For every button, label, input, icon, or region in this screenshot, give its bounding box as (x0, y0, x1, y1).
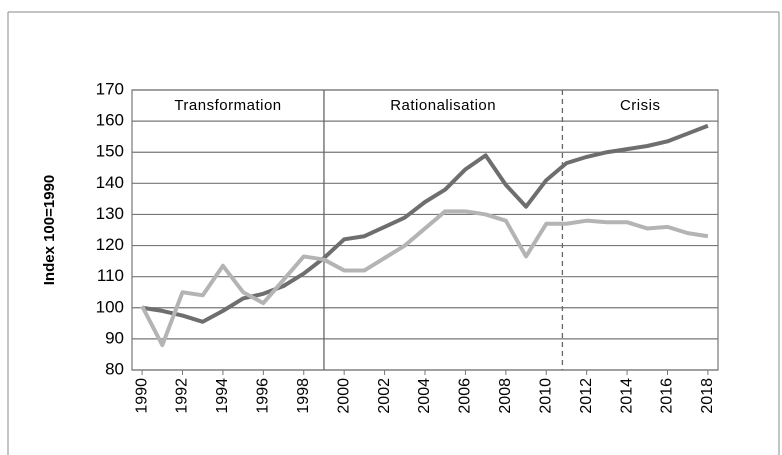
x-tick-label: 2018 (699, 378, 716, 414)
x-tick-label: 2006 (457, 378, 474, 414)
x-tick-label: 2000 (335, 378, 352, 414)
y-tick-label: 100 (96, 297, 124, 316)
x-tick-label: 2012 (578, 378, 595, 414)
y-tick-label: 80 (105, 359, 124, 378)
x-tick-label: 2002 (376, 378, 393, 414)
y-axis-label: Index 100=1990 (41, 175, 58, 286)
y-tick-label: 90 (105, 328, 124, 347)
y-tick-label: 130 (96, 204, 124, 223)
plot-border (131, 89, 719, 371)
series-line (141, 123, 709, 324)
period-label: Crisis (620, 97, 661, 114)
x-tick-label: 1990 (133, 378, 150, 414)
y-tick-label: 160 (96, 111, 124, 130)
series-line (140, 209, 709, 348)
x-tick-label: 2004 (416, 378, 433, 414)
y-tick-label: 120 (96, 235, 124, 254)
y-tick-label: 170 (96, 79, 124, 98)
x-tick-label: 2010 (537, 378, 554, 414)
x-tick-label: 2014 (618, 378, 635, 414)
x-tick-label: 1996 (255, 378, 272, 414)
x-tick-label: 1998 (295, 378, 312, 414)
y-tick-label: 140 (96, 173, 124, 192)
y-tick-label: 110 (97, 266, 124, 285)
x-tick-label: 1994 (214, 378, 231, 414)
x-tick-label: 1992 (174, 378, 191, 414)
period-label: Transformation (174, 97, 281, 114)
x-tick-label: 2008 (497, 378, 514, 414)
period-label: Rationalisation (390, 97, 496, 114)
y-tick-label: 150 (96, 142, 124, 161)
x-tick-label: 2016 (659, 378, 676, 414)
